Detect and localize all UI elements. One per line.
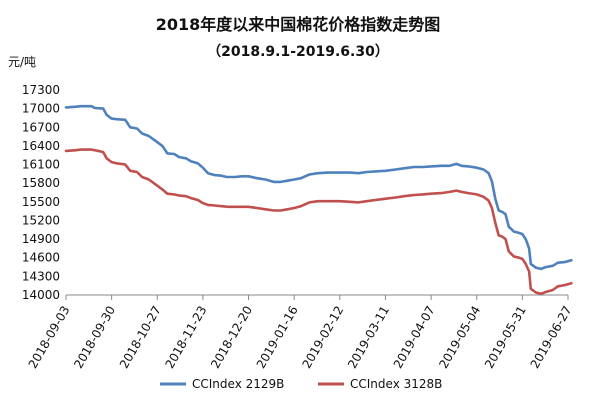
- legend: CCIndex 2129B CCIndex 3128B: [160, 377, 442, 391]
- plot-area: [64, 104, 573, 296]
- x-tick-label: 2018-09-03: [26, 304, 73, 371]
- y-axis-unit: 元/吨: [8, 55, 36, 69]
- x-axis: 2018-09-032018-09-302018-10-272018-11-23…: [26, 294, 575, 371]
- y-tick-label: 14600: [22, 251, 60, 265]
- legend-label: CCIndex 3128B: [350, 377, 442, 391]
- x-tick-label: 2018-11-23: [163, 304, 210, 371]
- y-tick-label: 14300: [22, 269, 60, 283]
- y-tick-label: 15500: [22, 195, 60, 209]
- y-tick-label: 15200: [22, 213, 60, 227]
- series-line-2: [64, 148, 573, 296]
- x-tick-label: 2019-03-11: [345, 304, 392, 371]
- y-tick-label: 16400: [22, 139, 60, 153]
- y-tick-label: 14900: [22, 232, 60, 246]
- x-tick-label: 2019-04-07: [391, 304, 438, 371]
- x-tick-label: 2018-10-27: [117, 304, 164, 371]
- chart-subtitle: （2018.9.1-2019.6.30）: [207, 44, 389, 60]
- y-tick-label: 16100: [22, 158, 60, 172]
- y-tick-label: 17300: [22, 83, 60, 97]
- x-tick-label: 2018-09-30: [71, 304, 118, 371]
- legend-label: CCIndex 2129B: [192, 377, 284, 391]
- x-tick-label: 2019-05-31: [482, 304, 529, 371]
- y-tick-label: 16700: [22, 120, 60, 134]
- series-line-1: [64, 104, 573, 271]
- x-tick-label: 2019-06-27: [528, 304, 575, 371]
- y-tick-label: 14000: [22, 288, 60, 302]
- x-tick-label: 2019-05-04: [436, 304, 483, 371]
- x-tick-label: 2019-01-16: [254, 304, 301, 371]
- y-tick-label: 15800: [22, 176, 60, 190]
- x-tick-label: 2019-02-12: [299, 304, 346, 371]
- y-tick-label: 17000: [22, 102, 60, 116]
- chart-title: 2018年度以来中国棉花价格指数走势图: [156, 15, 441, 34]
- y-axis: 17300 17000 16700 16400 16100 15800 15500 15200…: [22, 83, 60, 302]
- x-tick-label: 2018-12-20: [208, 304, 255, 371]
